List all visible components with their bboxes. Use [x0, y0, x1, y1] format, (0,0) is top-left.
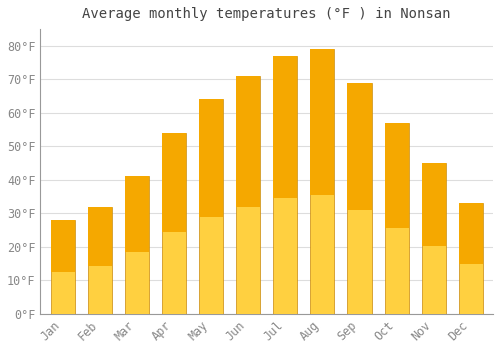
Bar [88, 206, 112, 266]
Bar [199, 99, 223, 217]
Bar [458, 203, 483, 314]
Bar [236, 76, 260, 314]
Bar [162, 133, 186, 232]
Bar [199, 99, 223, 314]
Bar [50, 220, 74, 272]
Title: Average monthly temperatures (°F ) in Nonsan: Average monthly temperatures (°F ) in No… [82, 7, 451, 21]
Bar [162, 133, 186, 314]
Bar [273, 56, 297, 314]
Bar [124, 176, 149, 314]
Bar [384, 123, 408, 228]
Bar [124, 176, 149, 252]
Bar [88, 206, 112, 314]
Bar [310, 49, 334, 195]
Bar [384, 123, 408, 314]
Bar [348, 83, 372, 314]
Bar [348, 83, 372, 210]
Bar [310, 49, 334, 314]
Bar [50, 220, 74, 314]
Bar [273, 56, 297, 198]
Bar [236, 76, 260, 207]
Bar [422, 163, 446, 246]
Bar [422, 163, 446, 314]
Bar [458, 203, 483, 264]
